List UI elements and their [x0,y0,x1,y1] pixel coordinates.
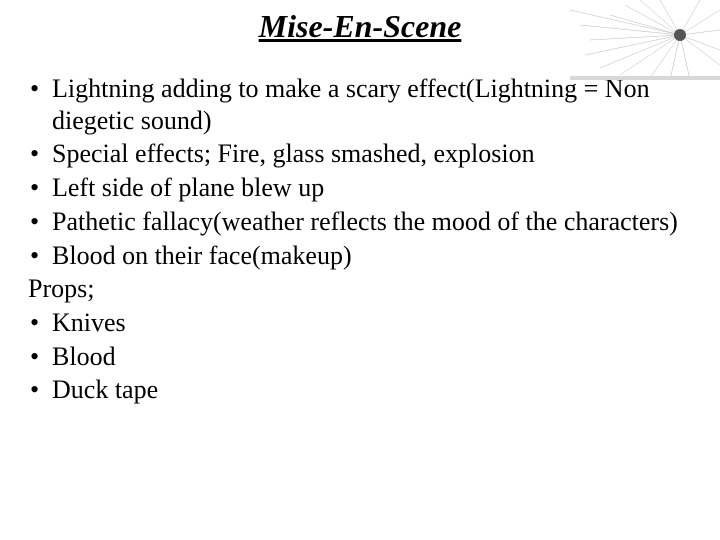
bullet-item: • Knives [28,307,700,339]
bullet-item: • Left side of plane blew up [28,172,700,204]
bullet-item: • Special effects; Fire, glass smashed, … [28,138,700,170]
bullet-item: • Blood [28,341,700,373]
bullet-marker: • [28,172,52,204]
bullet-marker: • [28,73,52,105]
slide-title: Mise-En-Scene [0,0,720,73]
bullet-marker: • [28,138,52,170]
slide-content: • Lightning adding to make a scary effec… [0,73,720,406]
bullet-text: Pathetic fallacy(weather reflects the mo… [52,206,700,238]
bullet-item: • Duck tape [28,374,700,406]
bullet-text: Lightning adding to make a scary effect(… [52,73,700,136]
bullet-marker: • [28,206,52,238]
bullet-text: Duck tape [52,374,700,406]
bullet-text: Special effects; Fire, glass smashed, ex… [52,138,700,170]
plain-text-line: Props; [28,273,700,305]
bullet-item: • Lightning adding to make a scary effec… [28,73,700,136]
bullet-item: • Blood on their face(makeup) [28,240,700,272]
bullet-text: Knives [52,307,700,339]
bullet-marker: • [28,341,52,373]
bullet-text: Left side of plane blew up [52,172,700,204]
bullet-text: Blood on their face(makeup) [52,240,700,272]
bullet-marker: • [28,240,52,272]
bullet-item: • Pathetic fallacy(weather reflects the … [28,206,700,238]
bullet-marker: • [28,374,52,406]
bullet-marker: • [28,307,52,339]
bullet-text: Blood [52,341,700,373]
